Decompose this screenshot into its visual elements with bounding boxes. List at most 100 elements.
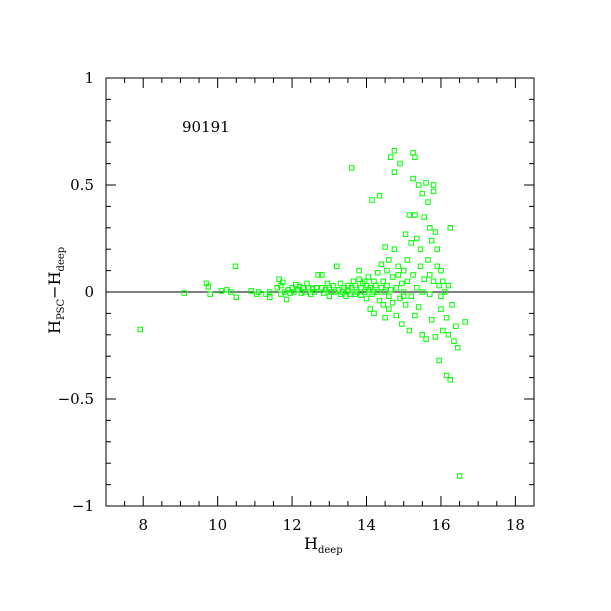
data-point — [451, 338, 457, 344]
y-tick-label: −0.5 — [58, 390, 94, 408]
data-point — [415, 182, 422, 188]
x-tick-label: 14 — [357, 516, 376, 534]
data-point — [408, 240, 414, 246]
data-point — [423, 180, 429, 186]
y-axis-label-minus: − — [45, 285, 64, 298]
data-point — [432, 229, 439, 235]
data-point — [395, 263, 401, 270]
data-point — [425, 257, 431, 263]
data-point — [414, 235, 420, 242]
data-point — [412, 212, 418, 218]
data-point — [313, 284, 320, 291]
data-point — [352, 282, 359, 289]
data-point — [386, 293, 392, 300]
data-point — [369, 197, 375, 203]
y-axis-label-sub2: deep — [56, 247, 67, 272]
data-point — [436, 282, 442, 289]
data-point — [348, 165, 355, 171]
data-point — [389, 274, 396, 280]
data-point — [233, 294, 240, 301]
data-point — [387, 154, 394, 160]
axis-ticks — [105, 77, 535, 507]
data-point — [425, 199, 431, 205]
data-point — [417, 246, 424, 252]
data-point — [438, 293, 444, 300]
data-point — [280, 279, 286, 286]
y-tick-label: 1 — [84, 69, 94, 87]
data-point — [374, 269, 381, 276]
data-point — [373, 282, 379, 289]
data-point — [408, 293, 414, 300]
data-point — [319, 272, 325, 278]
data-point — [276, 276, 282, 282]
x-axis-label: Hdeep — [304, 534, 343, 556]
data-point — [328, 289, 334, 295]
data-point — [402, 231, 409, 237]
y-axis-label-main1: H — [45, 320, 64, 334]
data-point — [428, 317, 435, 323]
data-point — [441, 289, 448, 295]
data-point — [218, 288, 225, 294]
data-point — [410, 175, 416, 182]
data-point — [412, 312, 418, 319]
data-point — [354, 289, 360, 295]
data-point — [371, 310, 377, 317]
data-point — [391, 246, 398, 252]
data-point — [298, 290, 305, 296]
data-point — [382, 289, 388, 295]
data-point — [380, 302, 387, 308]
data-point — [399, 280, 405, 287]
data-point — [389, 299, 396, 306]
y-tick-label: −1 — [72, 497, 94, 515]
data-point — [387, 287, 394, 293]
data-point — [358, 292, 364, 298]
data-point — [443, 314, 450, 321]
data-point — [363, 295, 370, 302]
data-point — [438, 306, 444, 312]
data-point — [267, 289, 273, 295]
data-point — [436, 357, 442, 364]
data-point — [374, 289, 381, 295]
data-point — [419, 190, 426, 197]
data-point — [421, 214, 427, 220]
data-point — [361, 278, 368, 285]
data-point — [417, 263, 424, 270]
data-point — [454, 344, 461, 351]
data-point — [207, 291, 213, 297]
data-point — [302, 289, 308, 295]
data-point — [434, 246, 440, 252]
data-point — [181, 290, 187, 296]
data-point — [393, 312, 400, 319]
data-point — [404, 278, 411, 285]
data-point — [447, 225, 454, 231]
data-point — [445, 332, 452, 338]
data-point — [438, 267, 444, 274]
data-points — [137, 148, 468, 479]
data-point — [248, 288, 254, 294]
data-point — [410, 272, 416, 278]
y-tick-label: 0.5 — [70, 176, 94, 194]
data-point — [427, 272, 433, 278]
data-point — [400, 293, 407, 300]
data-point — [419, 289, 426, 295]
data-point — [205, 283, 212, 290]
data-point — [434, 263, 440, 270]
data-point — [376, 297, 383, 304]
data-point — [404, 257, 411, 263]
data-point — [430, 188, 437, 195]
data-point — [315, 272, 321, 278]
data-point — [406, 327, 413, 334]
y-axis-label-sub1: PSC — [56, 298, 67, 320]
data-point — [412, 154, 418, 160]
chart-annotation: 90191 — [182, 118, 230, 136]
data-point — [384, 267, 390, 274]
data-point — [430, 182, 437, 188]
data-point — [406, 212, 413, 218]
data-point — [255, 289, 262, 295]
data-point — [462, 319, 468, 325]
data-point — [443, 372, 450, 379]
x-tick-label: 10 — [208, 516, 227, 534]
data-point — [399, 321, 405, 327]
data-point — [232, 263, 239, 270]
